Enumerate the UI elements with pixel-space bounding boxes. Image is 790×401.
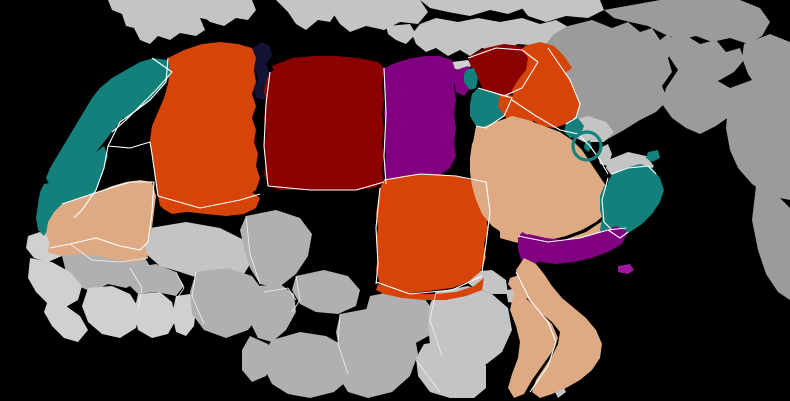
border-mauritania-mali	[49, 181, 155, 251]
country-algeria-south[interactable]	[158, 192, 260, 216]
border-saudi-yemen	[517, 227, 627, 243]
border-sudan-west	[375, 187, 381, 285]
country-somalia[interactable]	[516, 258, 602, 398]
country-western-sahara-coast[interactable]	[36, 182, 64, 236]
land-france	[140, 0, 250, 20]
land-togo-benin	[172, 294, 196, 336]
bahrain-highlight-circle[interactable]	[571, 130, 603, 162]
border-algeria-morocco	[111, 57, 173, 133]
country-borders	[49, 47, 657, 393]
land-congo-region	[264, 332, 352, 398]
land-sierra-liberia	[44, 300, 88, 342]
country-saudi-west-coast[interactable]	[472, 126, 520, 240]
border-egypt-sudan	[383, 173, 487, 183]
border-saudi-gulf	[577, 133, 609, 175]
land-greece	[386, 24, 416, 44]
border-jordan-saudi	[475, 87, 513, 129]
land-car	[292, 270, 360, 314]
land-gabon	[242, 336, 274, 382]
border-somalia-ethiopia	[515, 271, 557, 393]
country-sudan[interactable]	[376, 174, 488, 294]
land-india-peninsula	[752, 186, 790, 300]
land-caucasus	[520, 0, 604, 22]
land-turkey	[412, 18, 570, 56]
country-morocco-east[interactable]	[120, 58, 172, 120]
land-black-sea-north	[420, 0, 524, 16]
border-iraq-iran	[547, 47, 581, 125]
subject-countries	[36, 42, 664, 398]
land-italy	[276, 0, 338, 30]
border-algeria-libya	[263, 71, 271, 187]
country-libya-coast[interactable]	[272, 56, 386, 78]
land-afghanistan	[660, 34, 744, 86]
land-central-asia	[604, 0, 770, 44]
border-sudan-south	[375, 275, 483, 295]
land-south-sudan	[364, 290, 436, 344]
country-lebanon[interactable]	[464, 68, 478, 90]
island-socotra[interactable]	[618, 264, 634, 274]
country-syria-north[interactable]	[470, 44, 532, 64]
land-india-northwest	[726, 80, 790, 200]
border-maghreb	[73, 57, 169, 219]
border-mauritania-north	[61, 181, 154, 205]
border-iraq-saudi	[511, 99, 579, 135]
border-sudan-east	[481, 181, 491, 273]
country-egypt[interactable]	[384, 56, 456, 188]
land-pakistan	[662, 70, 738, 134]
country-libya[interactable]	[264, 58, 384, 190]
land-ivory-coast	[82, 286, 140, 338]
border-oman-uae	[611, 165, 657, 175]
country-yemen[interactable]	[522, 226, 628, 264]
border-algeria-west	[107, 141, 159, 197]
country-oman-musandam[interactable]	[646, 150, 660, 162]
land-guinea-region	[28, 258, 82, 308]
land-niger	[142, 222, 254, 282]
land-balkans	[330, 0, 428, 32]
border-saudi-oman	[601, 177, 613, 231]
country-tunisia[interactable]	[252, 42, 272, 100]
border-libya-south	[267, 181, 385, 191]
country-mauritania-south[interactable]	[48, 234, 148, 262]
border-syria-turkey	[467, 47, 539, 63]
land-ghana	[134, 292, 176, 338]
country-oman-interior[interactable]	[600, 178, 656, 230]
land-chad	[240, 210, 312, 288]
country-sudan-south-edge[interactable]	[376, 278, 484, 300]
border-libya-egypt	[383, 67, 387, 185]
border-yemen-oman	[607, 229, 629, 239]
background-landmasses	[26, 0, 790, 398]
country-mauritania[interactable]	[46, 180, 156, 250]
country-somalia-djibouti-arm[interactable]	[508, 274, 532, 300]
country-algeria[interactable]	[150, 42, 260, 214]
border-algeria-sahel	[157, 193, 261, 209]
country-bahrain[interactable]	[584, 140, 592, 152]
land-tibet-east	[742, 34, 790, 120]
border-subsaharan-lines	[69, 215, 443, 393]
country-western-sahara[interactable]	[50, 146, 108, 218]
land-cameroon	[250, 284, 296, 342]
country-saudi-arabia[interactable]	[470, 116, 612, 242]
land-nigeria	[190, 268, 264, 338]
